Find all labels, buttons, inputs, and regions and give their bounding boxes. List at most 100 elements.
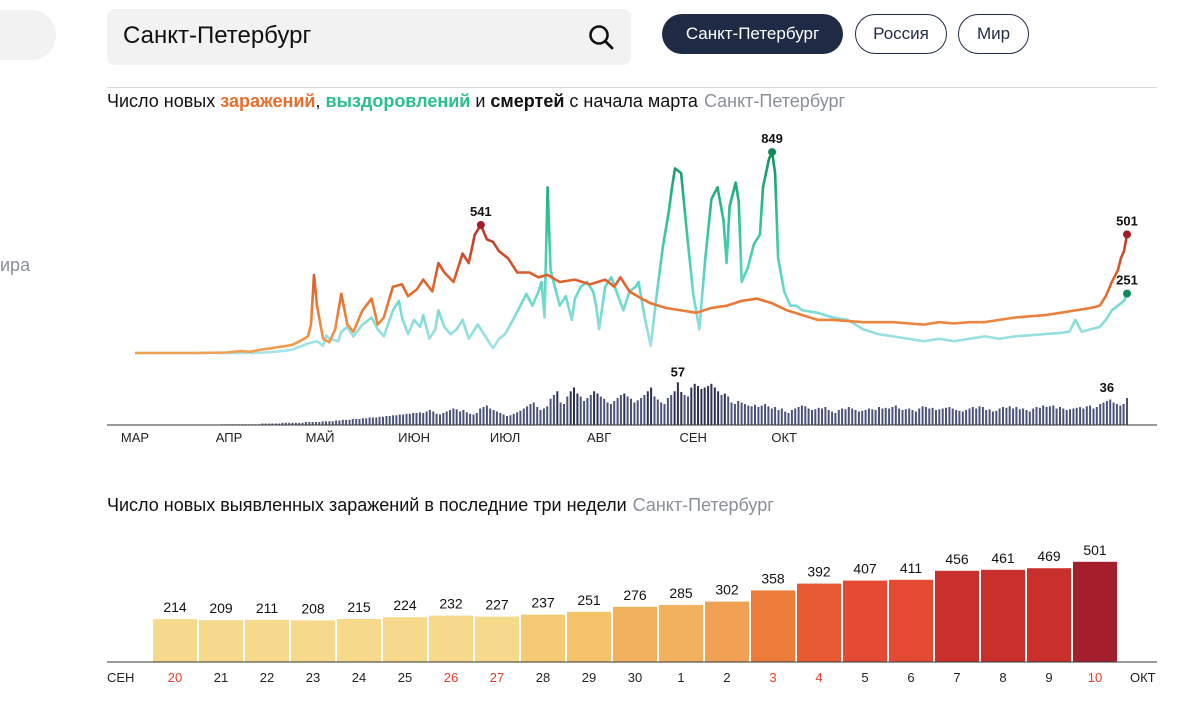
day-label: 28 [536, 670, 550, 685]
deaths-bar [1048, 406, 1051, 426]
deaths-bar [495, 411, 498, 425]
deaths-bar [341, 419, 344, 426]
day-bar[interactable] [1027, 568, 1071, 662]
deaths-bar [1122, 404, 1125, 425]
chart1-title-deaths: смертей [490, 91, 565, 111]
day-bar[interactable] [705, 601, 749, 662]
deaths-bar [717, 391, 720, 426]
tab-world[interactable]: Мир [958, 14, 1029, 54]
day-bar-value: 211 [256, 600, 279, 616]
day-bar[interactable] [889, 579, 933, 662]
month-end-label: ОКТ [1130, 670, 1156, 685]
deaths-bar [1002, 407, 1004, 425]
deaths-bar [985, 410, 988, 425]
tab-russia[interactable]: Россия [855, 14, 947, 54]
day-bar[interactable] [981, 569, 1025, 662]
day-bar[interactable] [843, 580, 887, 662]
sidebar-pill[interactable] [0, 10, 56, 60]
day-bar[interactable] [429, 615, 473, 662]
day-bar[interactable] [199, 620, 243, 662]
deaths-bar [311, 422, 314, 425]
day-bar[interactable] [245, 619, 289, 662]
day-bar[interactable] [567, 611, 611, 662]
deaths-bar [509, 415, 512, 426]
deaths-bar [499, 413, 502, 425]
day-bar[interactable] [475, 616, 519, 662]
deaths-bar [398, 414, 401, 425]
day-bar[interactable] [935, 570, 979, 662]
search-icon[interactable] [587, 23, 615, 51]
deaths-bar [777, 410, 780, 425]
deaths-bar [526, 406, 529, 426]
chart1-title: Число новых заражений, выздоровлений и с… [107, 91, 845, 112]
day-label: 21 [214, 670, 228, 685]
deaths-bar [402, 414, 405, 425]
deaths-bar [1085, 406, 1088, 426]
day-bar-value: 208 [301, 600, 325, 616]
deaths-bar [965, 410, 968, 425]
deaths-bar [462, 410, 465, 425]
deaths-bar [1105, 401, 1108, 425]
deaths-bar [727, 396, 730, 425]
deaths-bar [780, 408, 783, 425]
deaths-bar [1112, 402, 1115, 425]
deaths-bar [1075, 407, 1078, 426]
deaths-bar [552, 395, 555, 425]
deaths-bar [690, 387, 693, 425]
day-bar[interactable] [337, 619, 381, 662]
search-box[interactable]: Санкт-Петербург [107, 9, 631, 65]
deaths-bar [1038, 407, 1041, 426]
deaths-bar [797, 407, 800, 425]
deaths-bar [767, 406, 770, 426]
deaths-bar [479, 408, 482, 425]
chart1-title-and: и [470, 91, 491, 111]
deaths-bar [1025, 410, 1028, 425]
chart1-title-region: Санкт-Петербург [703, 91, 846, 111]
deaths-bar [730, 402, 733, 425]
day-bar[interactable] [797, 583, 841, 662]
day-bar[interactable] [521, 614, 565, 662]
deaths-bar [807, 408, 810, 425]
tab-saint-petersburg[interactable]: Санкт-Петербург [662, 14, 843, 54]
deaths-bar [358, 419, 361, 425]
month-label: АПР [216, 430, 243, 445]
deaths-bar [991, 411, 994, 425]
deaths-bar [841, 408, 844, 425]
deaths-bar [908, 408, 911, 425]
deaths-bar [1028, 411, 1031, 425]
deaths-bar [891, 407, 894, 425]
deaths-bar [653, 396, 656, 425]
day-bar[interactable] [751, 590, 795, 662]
day-label: 1 [677, 670, 684, 685]
deaths-bar [442, 413, 445, 425]
deaths-bar [1032, 408, 1035, 425]
deaths-bar [268, 423, 271, 425]
day-bar[interactable] [153, 619, 197, 662]
deaths-bar [335, 420, 338, 425]
deaths-bar [918, 408, 921, 425]
day-bar[interactable] [1073, 561, 1117, 662]
deaths-bar [817, 407, 820, 426]
deaths-bar [680, 392, 683, 425]
search-input[interactable]: Санкт-Петербург [123, 22, 312, 49]
deaths-bar [549, 398, 552, 426]
day-bar[interactable] [291, 620, 335, 662]
deaths-bar [938, 409, 941, 425]
deaths-bar [710, 383, 713, 426]
deaths-bar [884, 407, 887, 426]
day-bar[interactable] [659, 605, 703, 662]
deaths-bar [1099, 404, 1102, 425]
day-bar-value: 237 [531, 595, 555, 611]
deaths-bar [1102, 402, 1105, 425]
chart2-title-text: Число новых выявленных заражений в после… [107, 495, 627, 515]
deaths-bar [492, 410, 495, 425]
deaths-bar [955, 410, 958, 425]
deaths-bar [522, 408, 525, 425]
day-bar[interactable] [613, 606, 657, 662]
day-bar-value: 411 [900, 560, 923, 576]
day-bar-value: 469 [1037, 548, 1061, 564]
deaths-bar [948, 407, 951, 425]
deaths-bar [455, 409, 458, 425]
deaths-bar [1055, 408, 1058, 425]
day-bar[interactable] [383, 617, 427, 662]
